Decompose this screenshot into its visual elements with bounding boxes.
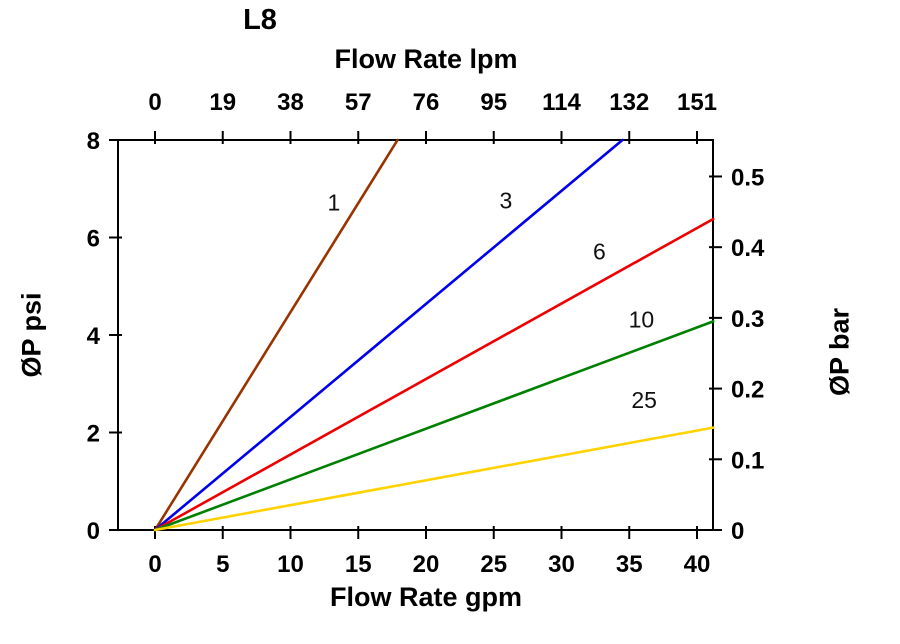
right-tick-label: 0.2 xyxy=(731,377,764,404)
bottom-tick-label: 15 xyxy=(345,551,372,578)
top-tick-label: 114 xyxy=(542,89,581,116)
top-tick-label: 95 xyxy=(480,89,507,116)
series-line-10 xyxy=(153,320,715,532)
right-tick-label: 0.3 xyxy=(731,306,764,333)
right-tick-label: 0.5 xyxy=(731,164,764,191)
bottom-tick-label: 35 xyxy=(616,551,643,578)
top-tick-label: 19 xyxy=(209,89,236,116)
bottom-axis-title: Flow Rate gpm xyxy=(329,582,522,612)
bottom-tick-label: 30 xyxy=(548,551,575,578)
top-tick-label: 132 xyxy=(609,89,649,116)
bottom-tick-label: 20 xyxy=(413,551,440,578)
bottom-tick-label: 40 xyxy=(684,551,711,578)
series-label-25: 25 xyxy=(631,387,657,413)
right-tick-label: 0.4 xyxy=(731,235,765,262)
bottom-tick-label: 5 xyxy=(216,551,229,578)
series-line-3 xyxy=(153,138,624,532)
series-group xyxy=(153,138,715,532)
top-tick-label: 0 xyxy=(148,89,161,116)
series-line-1 xyxy=(153,138,399,532)
bottom-tick-label: 0 xyxy=(148,551,161,578)
bottom-tick-label: 25 xyxy=(480,551,507,578)
series-label-10: 10 xyxy=(629,307,655,333)
left-tick-label: 6 xyxy=(87,226,100,253)
right-tick-label: 0 xyxy=(731,518,744,545)
top-tick-label: 76 xyxy=(413,89,440,116)
series-label-6: 6 xyxy=(593,238,606,264)
left-tick-label: 0 xyxy=(87,518,100,545)
series-label-1: 1 xyxy=(327,190,340,216)
series-line-6 xyxy=(153,217,715,532)
left-tick-label: 4 xyxy=(87,323,101,350)
plot-border xyxy=(117,139,714,531)
top-tick-label: 151 xyxy=(677,89,717,116)
left-tick-label: 2 xyxy=(87,421,100,448)
bottom-tick-label: 10 xyxy=(277,551,304,578)
series-line-25 xyxy=(153,426,715,532)
left-tick-label: 8 xyxy=(87,128,100,155)
chart-title: L8 xyxy=(243,4,277,36)
top-tick-label: 38 xyxy=(277,89,304,116)
top-axis-title: Flow Rate lpm xyxy=(334,44,518,74)
right-tick-label: 0.1 xyxy=(731,447,764,474)
series-label-3: 3 xyxy=(500,187,513,213)
top-tick-label: 57 xyxy=(345,89,372,116)
